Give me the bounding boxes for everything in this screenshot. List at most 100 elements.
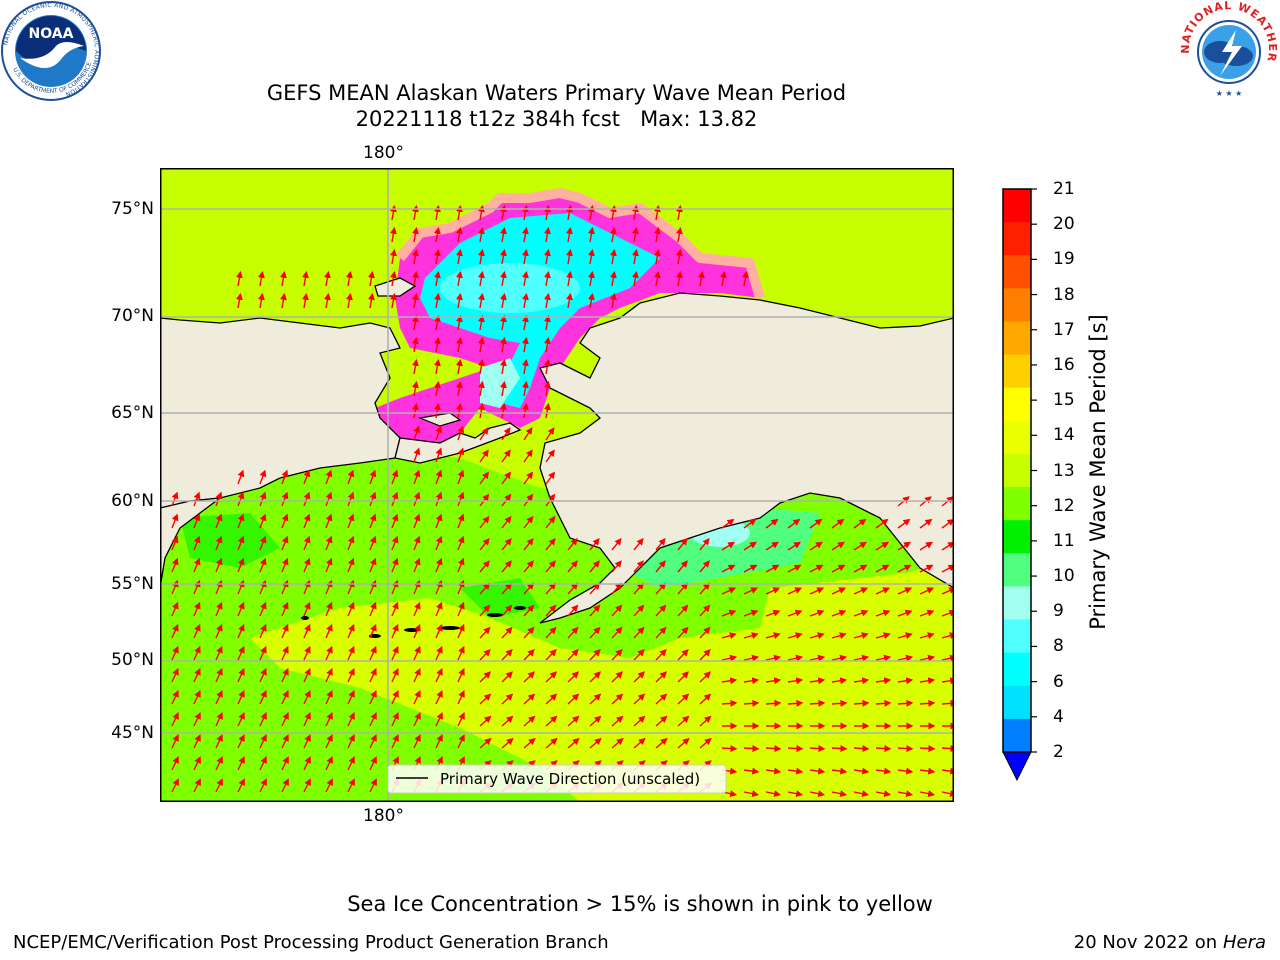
credit-host: Hera [1222,932,1266,953]
wave-arrow [875,677,892,685]
colorbar-segment [1003,222,1031,256]
wave-arrow [237,712,245,727]
wave-arrow [743,767,760,775]
wave-arrow [171,513,179,529]
wave-arrow [545,737,558,749]
wave-arrow [457,491,465,507]
wave-arrow [501,649,513,661]
wave-arrow [237,535,245,551]
wave-arrow [545,693,558,705]
wave-arrow [501,449,511,463]
wave-arrow [303,734,311,749]
wave-arrow [455,314,463,331]
colorbar-tick-label: 17 [1053,319,1075,340]
wave-arrow [215,557,223,573]
wave-arrow [193,645,201,661]
wave-arrow [325,535,333,551]
wave-arrow [589,693,602,705]
wave-arrow [347,645,355,661]
wave-arrow [433,336,441,353]
wave-arrow [391,491,399,507]
wave-arrow [919,790,936,798]
colorbar-segment [1003,189,1031,223]
wave-arrow [545,671,557,683]
wave-arrow [435,513,443,529]
wave-arrow [477,248,485,265]
wave-arrow [787,632,803,639]
wave-arrow [545,449,555,463]
wave-arrow [477,358,485,375]
wave-arrow [545,649,557,661]
wave-arrow [589,582,601,595]
wave-arrow [457,601,465,617]
wave-arrow [325,712,333,727]
wave-arrow [413,535,421,551]
wave-arrow [743,632,759,639]
wave-arrow [435,734,443,749]
wave-arrow [215,756,223,771]
wave-arrow [721,699,738,707]
colorbar-segment [1003,487,1031,521]
lat-label-75: 75°N [111,199,154,219]
wave-arrow [589,737,602,749]
wave-arrow [897,632,913,639]
wave-arrow [765,699,782,707]
wave-arrow [521,292,529,309]
wave-arrow [259,513,267,529]
wave-arrow [347,513,355,529]
wave-arrow [303,667,311,683]
wave-arrow [831,677,848,685]
wave-arrow [303,623,311,639]
wave-arrow [897,744,914,752]
wave-arrow [259,690,267,705]
wave-arrow [919,541,933,551]
wave-arrow [193,623,201,639]
colorbar-label: Primary Wave Mean Period [s] [1086,314,1110,630]
wave-arrow [413,513,421,529]
wave-arrow [677,626,689,639]
wave-arrow [523,449,533,463]
wave-arrow [809,677,826,685]
wave-arrow [259,734,267,749]
wave-arrow [259,667,267,683]
wave-arrow [523,582,535,595]
wave-arrow [611,560,622,573]
wave-arrow [215,690,223,705]
wave-arrow [633,649,645,661]
wave-arrow [831,767,848,775]
colorbar-segment [1003,354,1031,389]
wave-arrow [853,790,870,798]
wave-arrow [875,518,889,529]
wave-arrow [325,513,333,529]
wave-arrow [413,491,421,507]
wave-arrow [897,654,914,662]
wave-arrow [347,623,355,639]
wave-arrow [281,601,289,617]
wave-arrow [523,427,533,441]
noaa-logo: NOAA NATIONAL OCEANIC AND ATMOSPHERIC AD… [1,1,101,101]
wave-arrow [521,380,529,397]
wave-arrow [521,226,529,243]
wave-arrow [765,609,781,617]
wave-arrow [787,564,802,573]
wave-arrow [611,715,624,727]
wave-arrow [193,778,201,793]
wave-arrow [435,690,443,705]
wave-arrow [281,535,289,551]
wave-arrow [369,513,377,529]
wave-arrow [499,336,507,353]
wave-arrow [545,538,556,551]
lat-label-45: 45°N [111,723,154,743]
wave-arrow [677,671,689,683]
wave-arrow [875,699,892,707]
wave-arrow [853,767,870,775]
wave-arrow [215,645,223,661]
wave-arrow [897,790,914,798]
lat-label-60: 60°N [111,491,154,511]
period-zone-13s [250,568,954,802]
wave-arrow [655,538,666,551]
wave-arrow [787,790,804,798]
wave-arrow [457,645,465,661]
wave-arrow [435,601,443,617]
wave-arrow [521,248,529,265]
